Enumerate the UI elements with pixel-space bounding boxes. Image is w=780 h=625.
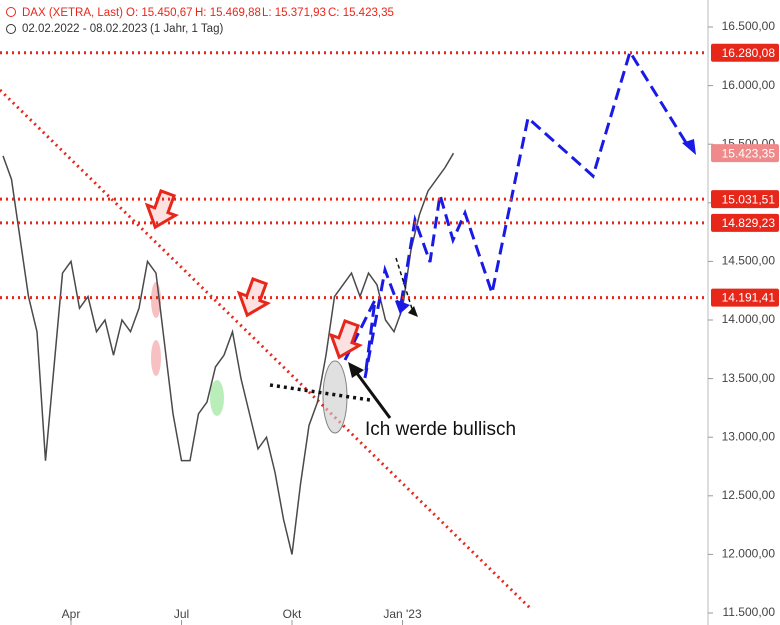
level-box	[711, 190, 779, 209]
level-label: 14.191,41	[722, 291, 776, 305]
y-tick-label: 12.500,00	[722, 488, 776, 502]
x-tick-label: Jan '23	[383, 607, 422, 621]
ohlc-close: C: 15.423,35	[328, 7, 394, 19]
highlight	[210, 380, 224, 416]
projection-path	[395, 257, 414, 313]
level-label: 14.829,23	[722, 216, 776, 230]
x-tick-label: Okt	[283, 607, 302, 621]
signal-arrow	[328, 319, 363, 360]
level-box	[711, 43, 779, 62]
annotation: Ich werde bullisch	[365, 419, 516, 440]
level-box	[711, 288, 779, 307]
icon	[6, 24, 16, 34]
trend-line	[0, 88, 532, 610]
y-tick-label: 14.500,00	[722, 254, 776, 268]
instrument: DAX (XETRA, Last)	[22, 7, 123, 19]
y-tick-label: 16.500,00	[722, 19, 776, 33]
price-layer	[2, 152, 455, 555]
y-tick-label: 14.000,00	[722, 312, 776, 326]
icon	[6, 7, 16, 17]
highlight	[322, 360, 348, 434]
arrowhead	[682, 139, 696, 155]
date-range: 02.02.2022 - 08.02.2023	[22, 23, 147, 35]
level-label: 15.031,51	[722, 192, 776, 206]
projection-path	[343, 48, 690, 379]
level-box	[711, 213, 779, 232]
arrowhead	[348, 362, 364, 378]
price-line	[2, 152, 455, 555]
ohlc-low: L: 15.371,93	[262, 7, 326, 19]
x-tick-label: Jul	[174, 607, 189, 621]
period: (1 Jahr, 1 Tag)	[150, 23, 223, 35]
highlight	[151, 340, 161, 376]
y-tick-label: 13.000,00	[722, 429, 776, 443]
arrowhead	[397, 300, 410, 312]
level-label: 16.280,08	[722, 46, 776, 60]
y-tick-label: 12.000,00	[722, 547, 776, 561]
support-line	[269, 383, 371, 402]
y-tick-label: 13.500,00	[722, 371, 776, 385]
ohlc-open: O: 15.450,67	[126, 7, 193, 19]
signal-arrow	[144, 189, 179, 230]
y-tick-label: 16.000,00	[722, 78, 776, 92]
last-price-box	[711, 144, 779, 163]
ohlc-high: H: 15.469,88	[195, 7, 261, 19]
y-tick-label: 11.500,00	[723, 605, 776, 619]
pointer-arrow	[354, 371, 392, 419]
arrowhead	[408, 306, 418, 317]
last-price-label: 15.423,35	[722, 146, 776, 160]
x-tick-label: Apr	[62, 607, 81, 621]
